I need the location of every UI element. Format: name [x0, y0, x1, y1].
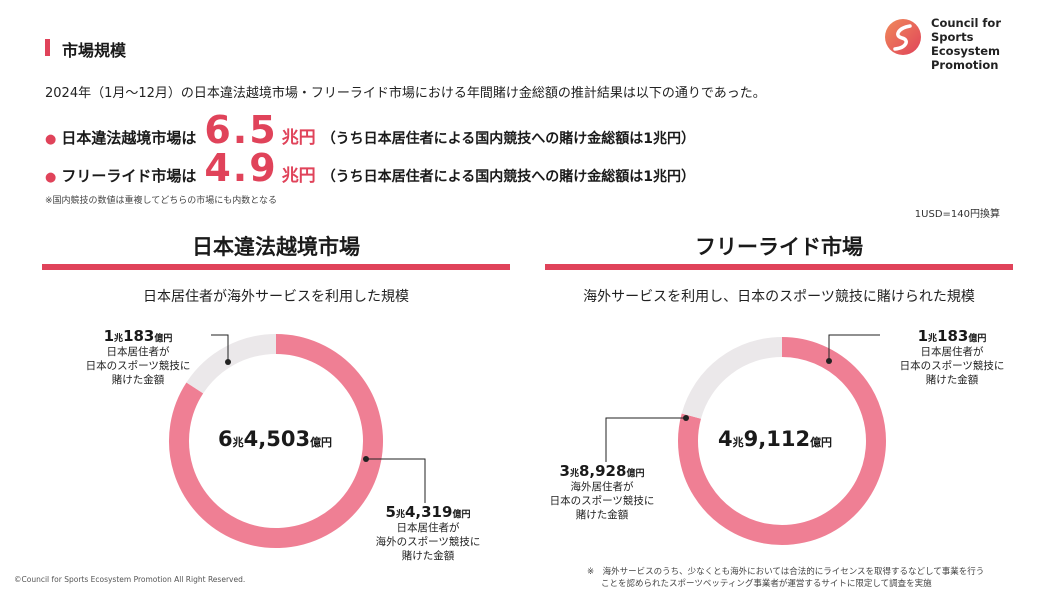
market-value: 4.9: [204, 146, 278, 190]
total-minor: 4,503: [243, 427, 311, 451]
callout-desc-line: 日本のスポーツ競技に: [899, 360, 1005, 372]
callout-desc-line: 海外居住者が: [570, 481, 634, 493]
callout-minor-unit: 億円: [154, 334, 173, 344]
total-major: 4: [718, 427, 733, 451]
donut-slice-1: [681, 337, 783, 420]
leader-dot: [363, 456, 369, 462]
callout-minor: 183: [123, 327, 155, 345]
donut-total-illegal: 6 兆 4,503 億円: [218, 427, 332, 451]
callout-desc-line: 日本居住者が: [106, 346, 170, 358]
market-unit: 兆円: [281, 166, 316, 186]
council-logo-icon: [885, 19, 921, 55]
callout-freeride-domestic: 1 兆 183 億円 日本居住者が 日本のスポーツ競技に 賭けた金額: [882, 327, 1022, 387]
callout-major: 1: [103, 327, 115, 345]
callout-desc-line: 日本居住者が: [920, 346, 984, 358]
callout-minor-unit: 億円: [626, 469, 645, 479]
donut-total-freeride: 4 兆 9,112 億円: [718, 427, 832, 451]
chart-title-rule: [42, 264, 510, 270]
market-note: （うち日本居住者による国内競技への賭け金総額は1兆円）: [321, 131, 696, 147]
total-minor-unit: 億円: [310, 436, 333, 449]
callout-value: 1 兆 183 億円: [882, 327, 1022, 345]
total-major: 6: [218, 427, 233, 451]
market-note: （うち日本居住者による国内競技への賭け金総額は1兆円）: [321, 169, 696, 185]
callout-desc-line: 賭けた金額: [401, 550, 455, 562]
callout-desc-line: 賭けた金額: [111, 374, 165, 386]
section-accent-bar: [45, 39, 50, 56]
market-label: 日本違法越境市場は: [61, 129, 197, 147]
callout-value: 1 兆 183 億円: [68, 327, 208, 345]
total-minor-unit: 億円: [810, 436, 833, 449]
bullet-icon: ●: [45, 132, 57, 147]
leader-dot: [826, 358, 832, 364]
callout-minor: 8,928: [578, 462, 627, 480]
callout-value: 5 兆 4,319 億円: [358, 503, 498, 521]
callout-desc-line: 海外のスポーツ競技に: [375, 536, 481, 548]
callout-major-unit: 兆: [928, 334, 938, 344]
callout-minor: 183: [937, 327, 969, 345]
callout-major: 3: [559, 462, 570, 480]
callout-desc-line: 賭けた金額: [925, 374, 979, 386]
callout-major-unit: 兆: [569, 469, 579, 479]
market-unit: 兆円: [281, 128, 316, 148]
chart-subtitle-freeride: 海外サービスを利用し、日本のスポーツ競技に賭けられた規模: [583, 289, 975, 305]
leader-line: [211, 334, 229, 362]
market-value: 6.5: [204, 108, 278, 152]
total-minor: 9,112: [743, 427, 811, 451]
market-summary-freeride: ● フリーライド市場は 4.9 兆円 （うち日本居住者による国内競技への賭け金総…: [45, 146, 695, 190]
bottom-footnote: ※ 海外サービスのうち、少なくとも海外においては合法的にライセンスを取得するなど…: [587, 566, 984, 590]
chart-title-freeride: フリーライド市場: [695, 235, 863, 259]
callout-minor-unit: 億円: [452, 510, 471, 520]
exchange-rate-note: 1USD=140円換算: [914, 209, 1000, 220]
donut-chart-freeride: [678, 337, 886, 545]
chart-subtitle-illegal: 日本居住者が海外サービスを利用した規模: [143, 289, 409, 305]
footnote-line: ことを認められたスポーツベッティング事業者が運営するサイトに限定して調査を実施: [601, 579, 932, 589]
callout-value: 3 兆 8,928 億円: [532, 462, 672, 480]
callout-major: 5: [385, 503, 396, 521]
donut-slice-0: [678, 337, 886, 545]
logo-line: Promotion: [931, 58, 999, 72]
callout-minor: 4,319: [404, 503, 453, 521]
callout-desc-line: 賭けた金額: [575, 509, 629, 521]
market-summary-illegal: ● 日本違法越境市場は 6.5 兆円 （うち日本居住者による国内競技への賭け金総…: [45, 108, 695, 152]
total-major-unit: 兆: [232, 436, 244, 449]
callout-leaders: [211, 334, 880, 503]
council-logo: Council for Sports Ecosystem Promotion: [884, 16, 1044, 72]
callout-freeride-overseas: 3 兆 8,928 億円 海外居住者が 日本のスポーツ競技に 賭けた金額: [532, 462, 672, 522]
overlap-footnote: ※国内競技の数値は重複してどちらの市場にも内数となる: [45, 196, 278, 206]
callout-minor-unit: 億円: [968, 334, 987, 344]
bullet-icon: ●: [45, 170, 57, 185]
callout-major: 1: [917, 327, 929, 345]
leader-line: [605, 417, 686, 462]
chart-title-illegal: 日本違法越境市場: [192, 235, 360, 259]
logo-line: Sports Ecosystem: [931, 30, 1001, 58]
donut-slice-1: [186, 334, 277, 394]
callout-illegal-overseas: 5 兆 4,319 億円 日本居住者が 海外のスポーツ競技に 賭けた金額: [358, 503, 498, 563]
footnote-line: ※ 海外サービスのうち、少なくとも海外においては合法的にライセンスを取得するなど…: [587, 567, 985, 577]
callout-illegal-domestic: 1 兆 183 億円 日本居住者が 日本のスポーツ競技に 賭けた金額: [68, 327, 208, 387]
council-logo-text: Council for Sports Ecosystem Promotion: [931, 16, 1044, 72]
copyright-notice: ©Council for Sports Ecosystem Promotion …: [14, 575, 246, 584]
donut-chart-illegal: [169, 334, 383, 548]
callout-major-unit: 兆: [114, 334, 124, 344]
callout-desc-line: 日本のスポーツ競技に: [85, 360, 191, 372]
callout-desc-line: 日本居住者が: [396, 522, 460, 534]
leader-line: [366, 458, 426, 503]
section-title: 市場規模: [62, 41, 127, 60]
intro-text: 2024年（1月～12月）の日本違法越境市場・フリーライド市場における年間賭け金…: [45, 86, 766, 101]
leader-dot: [683, 415, 689, 421]
leader-line: [828, 334, 880, 361]
callout-desc-line: 日本のスポーツ競技に: [549, 495, 655, 507]
market-label: フリーライド市場は: [61, 167, 197, 185]
total-major-unit: 兆: [732, 436, 744, 449]
leader-dot: [225, 359, 231, 365]
logo-line: Council for: [931, 16, 1001, 30]
callout-major-unit: 兆: [395, 510, 405, 520]
chart-title-rule: [545, 264, 1013, 270]
donut-slice-0: [169, 334, 383, 548]
